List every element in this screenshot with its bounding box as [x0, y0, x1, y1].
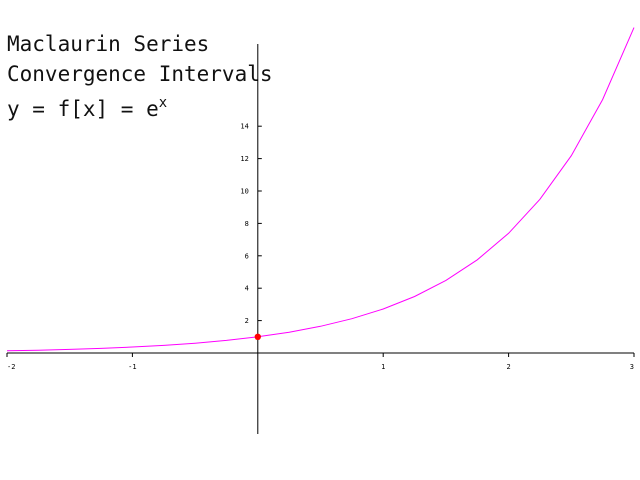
x-tick-label: -2	[7, 363, 15, 371]
x-tick-label: 2	[506, 363, 510, 371]
y-tick-label: 8	[245, 220, 249, 228]
x-tick-label: 1	[381, 363, 385, 371]
function-label-prefix: y = f[x] =	[7, 97, 147, 121]
x-tick-label: 3	[630, 363, 634, 371]
x-tick-label: -1	[128, 363, 136, 371]
function-label-base: e	[146, 97, 159, 121]
y-tick-label: 2	[245, 317, 249, 325]
y-tick-label: 12	[240, 155, 248, 163]
y-tick-label: 14	[240, 123, 248, 131]
y-tick-label: 6	[245, 252, 249, 260]
expansion-point	[254, 333, 261, 340]
function-label-exponent: x	[158, 95, 168, 111]
y-tick-label: 10	[240, 188, 248, 196]
y-tick-label: 4	[245, 285, 249, 293]
chart-title-line-2: Convergence Intervals	[7, 62, 273, 86]
function-label: y = f[x] = ex	[7, 96, 167, 120]
exp-curve	[6, 27, 635, 352]
chart-title-line-1: Maclaurin Series	[7, 32, 210, 56]
